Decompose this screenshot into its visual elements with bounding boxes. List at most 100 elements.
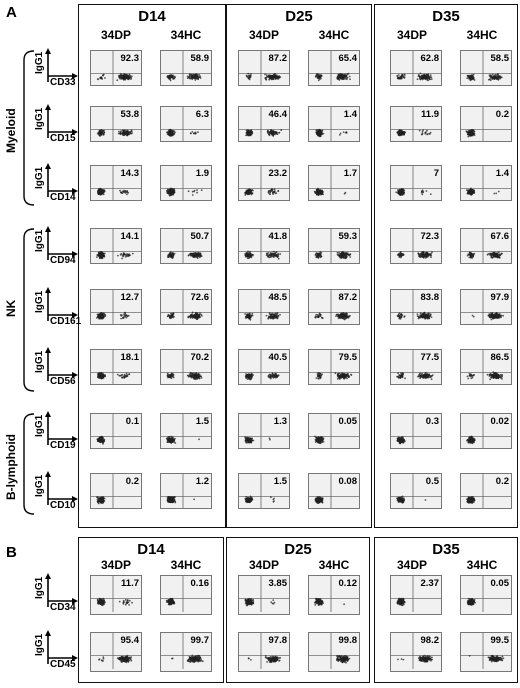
- day-label: D14: [138, 8, 166, 25]
- condition-label: 34HC: [466, 28, 498, 42]
- flow-plot: 0.05: [308, 413, 360, 449]
- flow-plot: 67.6: [460, 228, 512, 264]
- panel-b-letter: B: [6, 544, 17, 561]
- flow-plot: 87.2: [238, 50, 290, 86]
- y-axis-label: IgG1: [34, 576, 45, 599]
- scatter-dots: [391, 290, 441, 324]
- scatter-dots: [91, 414, 141, 448]
- scatter-dots: [309, 350, 359, 384]
- percent-value: 0.12: [338, 578, 358, 589]
- flow-plot: 0.12: [308, 575, 360, 615]
- percent-value: 6.3: [195, 109, 209, 120]
- day-label: D35: [432, 8, 460, 25]
- scatter-dots: [239, 166, 289, 200]
- percent-value: 65.4: [338, 53, 358, 64]
- scatter-dots: [461, 350, 511, 384]
- percent-value: 0.08: [338, 476, 358, 487]
- scatter-dots: [91, 290, 141, 324]
- percent-value: 99.5: [490, 635, 510, 646]
- flow-plot: 0.08: [308, 473, 360, 509]
- condition-label: 34DP: [248, 558, 280, 572]
- percent-value: 99.8: [338, 635, 358, 646]
- flow-plot: 1.4: [460, 165, 512, 201]
- scatter-dots: [239, 51, 289, 85]
- flow-plot: 11.9: [390, 106, 442, 142]
- panel-a-letter: A: [6, 4, 17, 21]
- axis-arrows-icon: [45, 48, 78, 82]
- flow-plot: 0.2: [460, 106, 512, 142]
- x-axis-label: CD14: [50, 192, 76, 203]
- condition-label: 34HC: [318, 28, 350, 42]
- scatter-dots: [161, 576, 211, 612]
- axis-arrows-icon: [45, 287, 78, 321]
- day-box-b: [374, 537, 518, 683]
- axis-arrows-icon: [45, 573, 78, 607]
- x-axis-label: CD34: [50, 602, 76, 613]
- scatter-dots: [239, 474, 289, 508]
- condition-label: 34HC: [466, 558, 498, 572]
- flow-plot: 86.5: [460, 349, 512, 385]
- percent-value: 18.1: [120, 352, 140, 363]
- group-bracket-icon: [23, 413, 35, 515]
- flow-plot: 0.02: [460, 413, 512, 449]
- scatter-dots: [91, 474, 141, 508]
- flow-plot: 59.3: [308, 228, 360, 264]
- percent-value: 0.02: [490, 416, 510, 427]
- scatter-dots: [391, 576, 441, 612]
- group-bracket-icon: [23, 50, 35, 206]
- day-box-b: [226, 537, 370, 683]
- x-axis-label: CD94: [50, 255, 76, 266]
- condition-label: 34HC: [318, 558, 350, 572]
- scatter-dots: [239, 576, 289, 612]
- flow-plot: 3.85: [238, 575, 290, 615]
- percent-value: 58.9: [190, 53, 210, 64]
- percent-value: 83.8: [420, 292, 440, 303]
- scatter-dots: [161, 166, 211, 200]
- condition-label: 34HC: [170, 28, 202, 42]
- flow-plot: 0.2: [460, 473, 512, 509]
- scatter-dots: [461, 576, 511, 612]
- scatter-dots: [161, 51, 211, 85]
- percent-value: 0.16: [190, 578, 210, 589]
- percent-value: 23.2: [268, 168, 288, 179]
- axis-arrows-icon: [45, 347, 78, 381]
- x-axis-label: CD19: [50, 440, 76, 451]
- flow-plot: 79.5: [308, 349, 360, 385]
- condition-label: 34DP: [396, 28, 428, 42]
- day-label: D25: [284, 541, 312, 558]
- scatter-dots: [239, 290, 289, 324]
- percent-value: 46.4: [268, 109, 288, 120]
- percent-value: 1.2: [195, 476, 209, 487]
- scatter-dots: [391, 350, 441, 384]
- percent-value: 1.5: [273, 476, 287, 487]
- flow-plot: 1.5: [160, 413, 212, 449]
- scatter-dots: [161, 414, 211, 448]
- day-box-a: [374, 4, 518, 528]
- percent-value: 48.5: [268, 292, 288, 303]
- scatter-dots: [461, 414, 511, 448]
- flow-plot: 98.2: [390, 632, 442, 672]
- flow-plot: 83.8: [390, 289, 442, 325]
- day-box-a: [78, 4, 226, 528]
- flow-plot: 87.2: [308, 289, 360, 325]
- scatter-dots: [391, 107, 441, 141]
- flow-plot: 72.6: [160, 289, 212, 325]
- x-axis-label: CD45: [50, 659, 76, 670]
- percent-value: 98.2: [420, 635, 440, 646]
- group-label: B-lymphoid: [4, 434, 18, 500]
- scatter-dots: [91, 229, 141, 263]
- percent-value: 0.2: [495, 476, 509, 487]
- scatter-dots: [391, 414, 441, 448]
- flow-plot: 40.5: [238, 349, 290, 385]
- condition-label: 34DP: [100, 28, 132, 42]
- percent-value: 67.6: [490, 231, 510, 242]
- percent-value: 99.7: [190, 635, 210, 646]
- percent-value: 11.7: [121, 578, 139, 589]
- scatter-dots: [461, 107, 511, 141]
- percent-value: 87.2: [338, 292, 358, 303]
- flow-plot: 1.7: [308, 165, 360, 201]
- flow-plot: 11.7: [90, 575, 142, 615]
- percent-value: 58.5: [490, 53, 510, 64]
- scatter-dots: [91, 576, 141, 612]
- percent-value: 79.5: [338, 352, 358, 363]
